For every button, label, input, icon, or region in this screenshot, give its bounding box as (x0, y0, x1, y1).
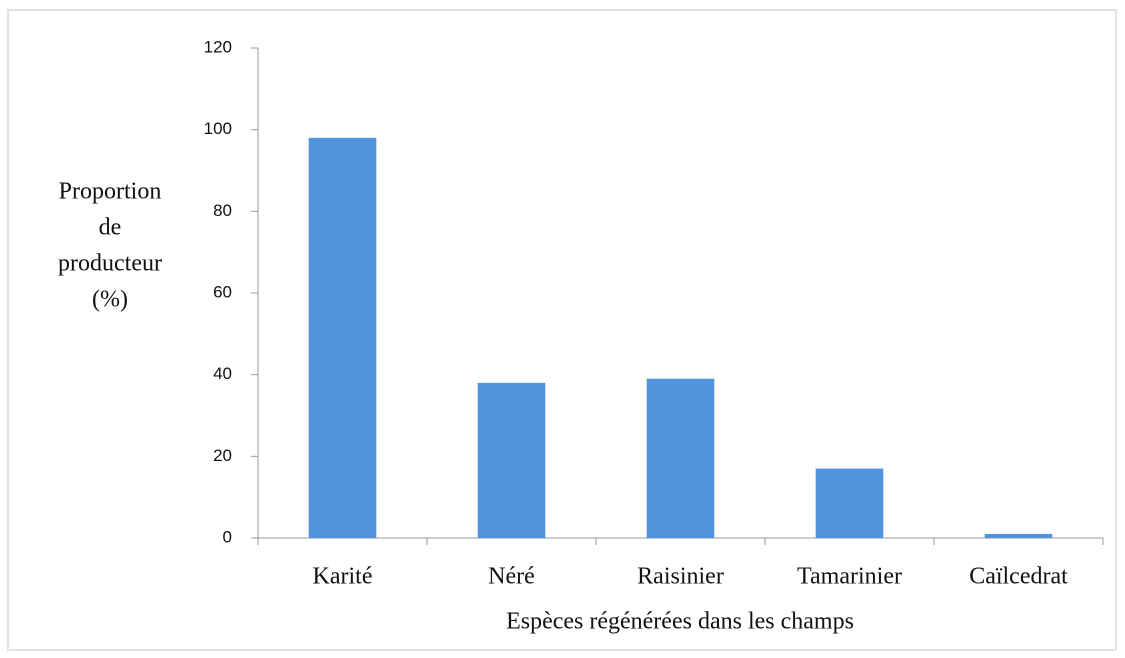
y-axis-label: de (99, 215, 122, 241)
bar (308, 137, 377, 539)
y-tick-label: 80 (213, 201, 232, 220)
chart-frame (7, 9, 1117, 651)
x-tick-label: Tamarinier (797, 564, 902, 590)
bar (815, 468, 884, 538)
bar (477, 382, 546, 538)
y-axis-label: Proportion (59, 179, 162, 205)
y-tick-label: 0 (223, 527, 232, 546)
y-axis-label: (%) (92, 287, 128, 313)
y-tick-label: 120 (204, 37, 232, 56)
y-axis-label: producteur (58, 251, 162, 277)
x-tick-label: Néré (488, 564, 535, 590)
x-tick-label: Raisinier (637, 564, 724, 590)
y-tick-label: 40 (213, 364, 232, 383)
bar (984, 533, 1053, 538)
x-axis-label: Espèces régénérées dans les champs (506, 609, 854, 635)
x-tick-label: Karité (313, 564, 373, 590)
y-tick-label: 60 (213, 282, 232, 301)
bar (646, 378, 715, 538)
y-tick-label: 20 (213, 446, 232, 465)
x-tick-label: Caïlcedrat (969, 564, 1068, 590)
y-tick-label: 100 (204, 119, 232, 138)
